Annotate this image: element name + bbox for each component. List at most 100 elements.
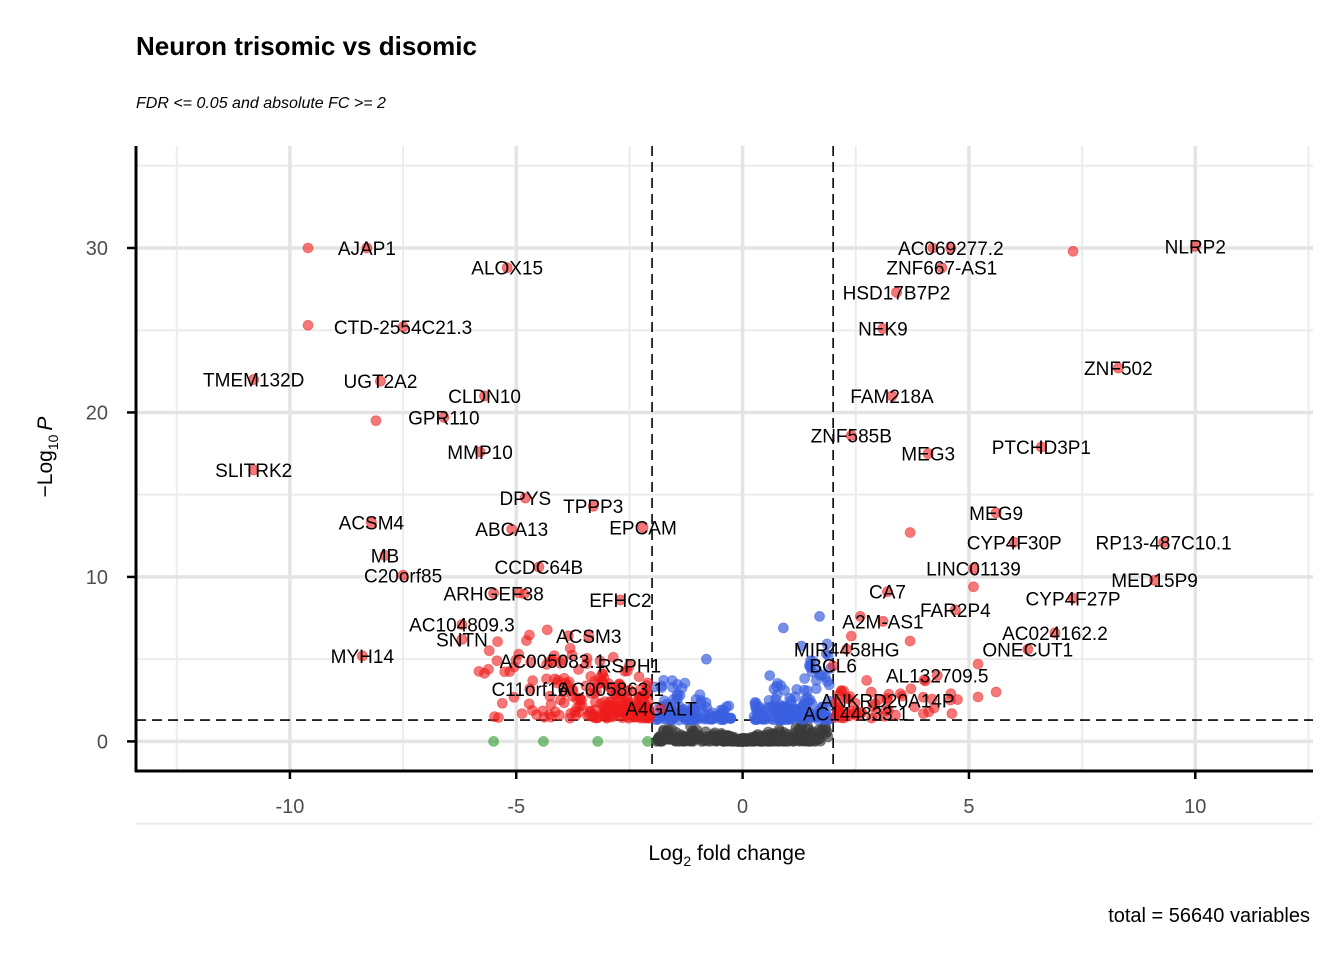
data-point (801, 685, 813, 697)
y-tick-label: 30 (86, 238, 108, 260)
data-point (489, 711, 500, 723)
gene-point (922, 448, 934, 460)
data-point (541, 624, 553, 636)
gene-point (488, 587, 500, 599)
data-point (499, 666, 511, 678)
data-point (538, 735, 549, 747)
gene-label: ZNF585B (811, 426, 892, 447)
gene-label: C11orf16 (491, 680, 568, 701)
data-point (878, 710, 890, 722)
data-point (562, 630, 574, 642)
gene-label: AC104809.3 (409, 616, 515, 637)
gene-label: EFHC2 (589, 591, 651, 612)
gene-point (990, 507, 1002, 519)
data-point (972, 658, 984, 670)
data-point (782, 735, 794, 747)
data-point (833, 689, 844, 701)
data-point (594, 655, 606, 667)
data-point (905, 683, 917, 695)
data-point (866, 712, 878, 724)
gene-point (877, 615, 889, 627)
data-point (744, 735, 756, 747)
gene-point (546, 655, 558, 667)
data-point (581, 652, 593, 664)
gene-label: ANKRD20A14P (820, 691, 954, 712)
data-point (633, 671, 645, 683)
data-point (854, 610, 866, 622)
data-point (707, 711, 719, 723)
gene-point (397, 569, 409, 581)
gene-point (519, 492, 531, 504)
data-point (521, 635, 532, 647)
gene-point (623, 660, 635, 672)
caption-total: total = 56640 variables (1108, 905, 1310, 927)
y-tick-label: 0 (97, 731, 108, 753)
gene-point (479, 390, 491, 402)
gene-point (614, 594, 626, 606)
data-point (798, 699, 809, 710)
gene-point (845, 429, 857, 441)
data-point (821, 676, 833, 687)
gene-point (886, 390, 898, 402)
data-point (869, 698, 881, 710)
data-point (483, 645, 495, 657)
data-point (809, 735, 821, 747)
data-point (909, 701, 921, 713)
gene-point (583, 630, 595, 642)
gene-point (356, 650, 368, 662)
grid-major (136, 146, 1313, 771)
gene-label: ALOX15 (471, 259, 543, 280)
data-point (865, 686, 877, 698)
data-point (890, 709, 901, 721)
data-point (768, 683, 780, 695)
data-point (525, 656, 537, 668)
gene-label: EPCAM (609, 519, 677, 540)
data-point (302, 242, 314, 254)
gene-point (655, 703, 667, 714)
data-point (805, 655, 816, 667)
data-point (589, 696, 601, 708)
gene-point (877, 323, 889, 335)
gene-label: BCL6 (809, 657, 857, 678)
gene-point (438, 411, 450, 423)
data-point (709, 727, 721, 739)
gene-label: MMP10 (447, 443, 512, 464)
y-axis-ticks: 0 10 20 30 (86, 238, 136, 753)
gene-label: MIR4458HG (794, 640, 900, 661)
data-point (640, 702, 652, 713)
gene-point (587, 500, 599, 512)
data-point (816, 701, 827, 713)
data-point (770, 693, 781, 705)
gene-point (248, 464, 260, 476)
gene-point (524, 683, 536, 695)
gene-label: ONECUT1 (982, 640, 1073, 661)
data-point (917, 691, 929, 703)
data-point (796, 640, 807, 652)
gene-label: NLRP2 (1165, 237, 1226, 258)
gene-label: C20orf85 (364, 566, 442, 587)
data-point (611, 706, 623, 718)
data-point (508, 691, 520, 703)
data-point (607, 651, 619, 663)
gene-point (931, 670, 943, 682)
data-point (696, 712, 708, 724)
data-point (370, 415, 382, 427)
data-point (571, 693, 583, 705)
gene-point (397, 321, 409, 333)
gene-label: A4GALT (625, 700, 697, 721)
data-point (508, 661, 520, 673)
data-point (641, 687, 653, 699)
data-point (544, 709, 556, 721)
gene-point (456, 633, 468, 645)
gene-label: MEG3 (901, 445, 955, 466)
data-point (544, 690, 556, 702)
data-point (919, 675, 931, 687)
data-point (696, 735, 708, 747)
data-point (587, 683, 599, 694)
x-tick-label: 0 (737, 796, 748, 818)
data-point (806, 712, 818, 724)
data-point (549, 673, 561, 685)
x-tick-label: -5 (507, 796, 525, 818)
data-point (673, 735, 685, 747)
